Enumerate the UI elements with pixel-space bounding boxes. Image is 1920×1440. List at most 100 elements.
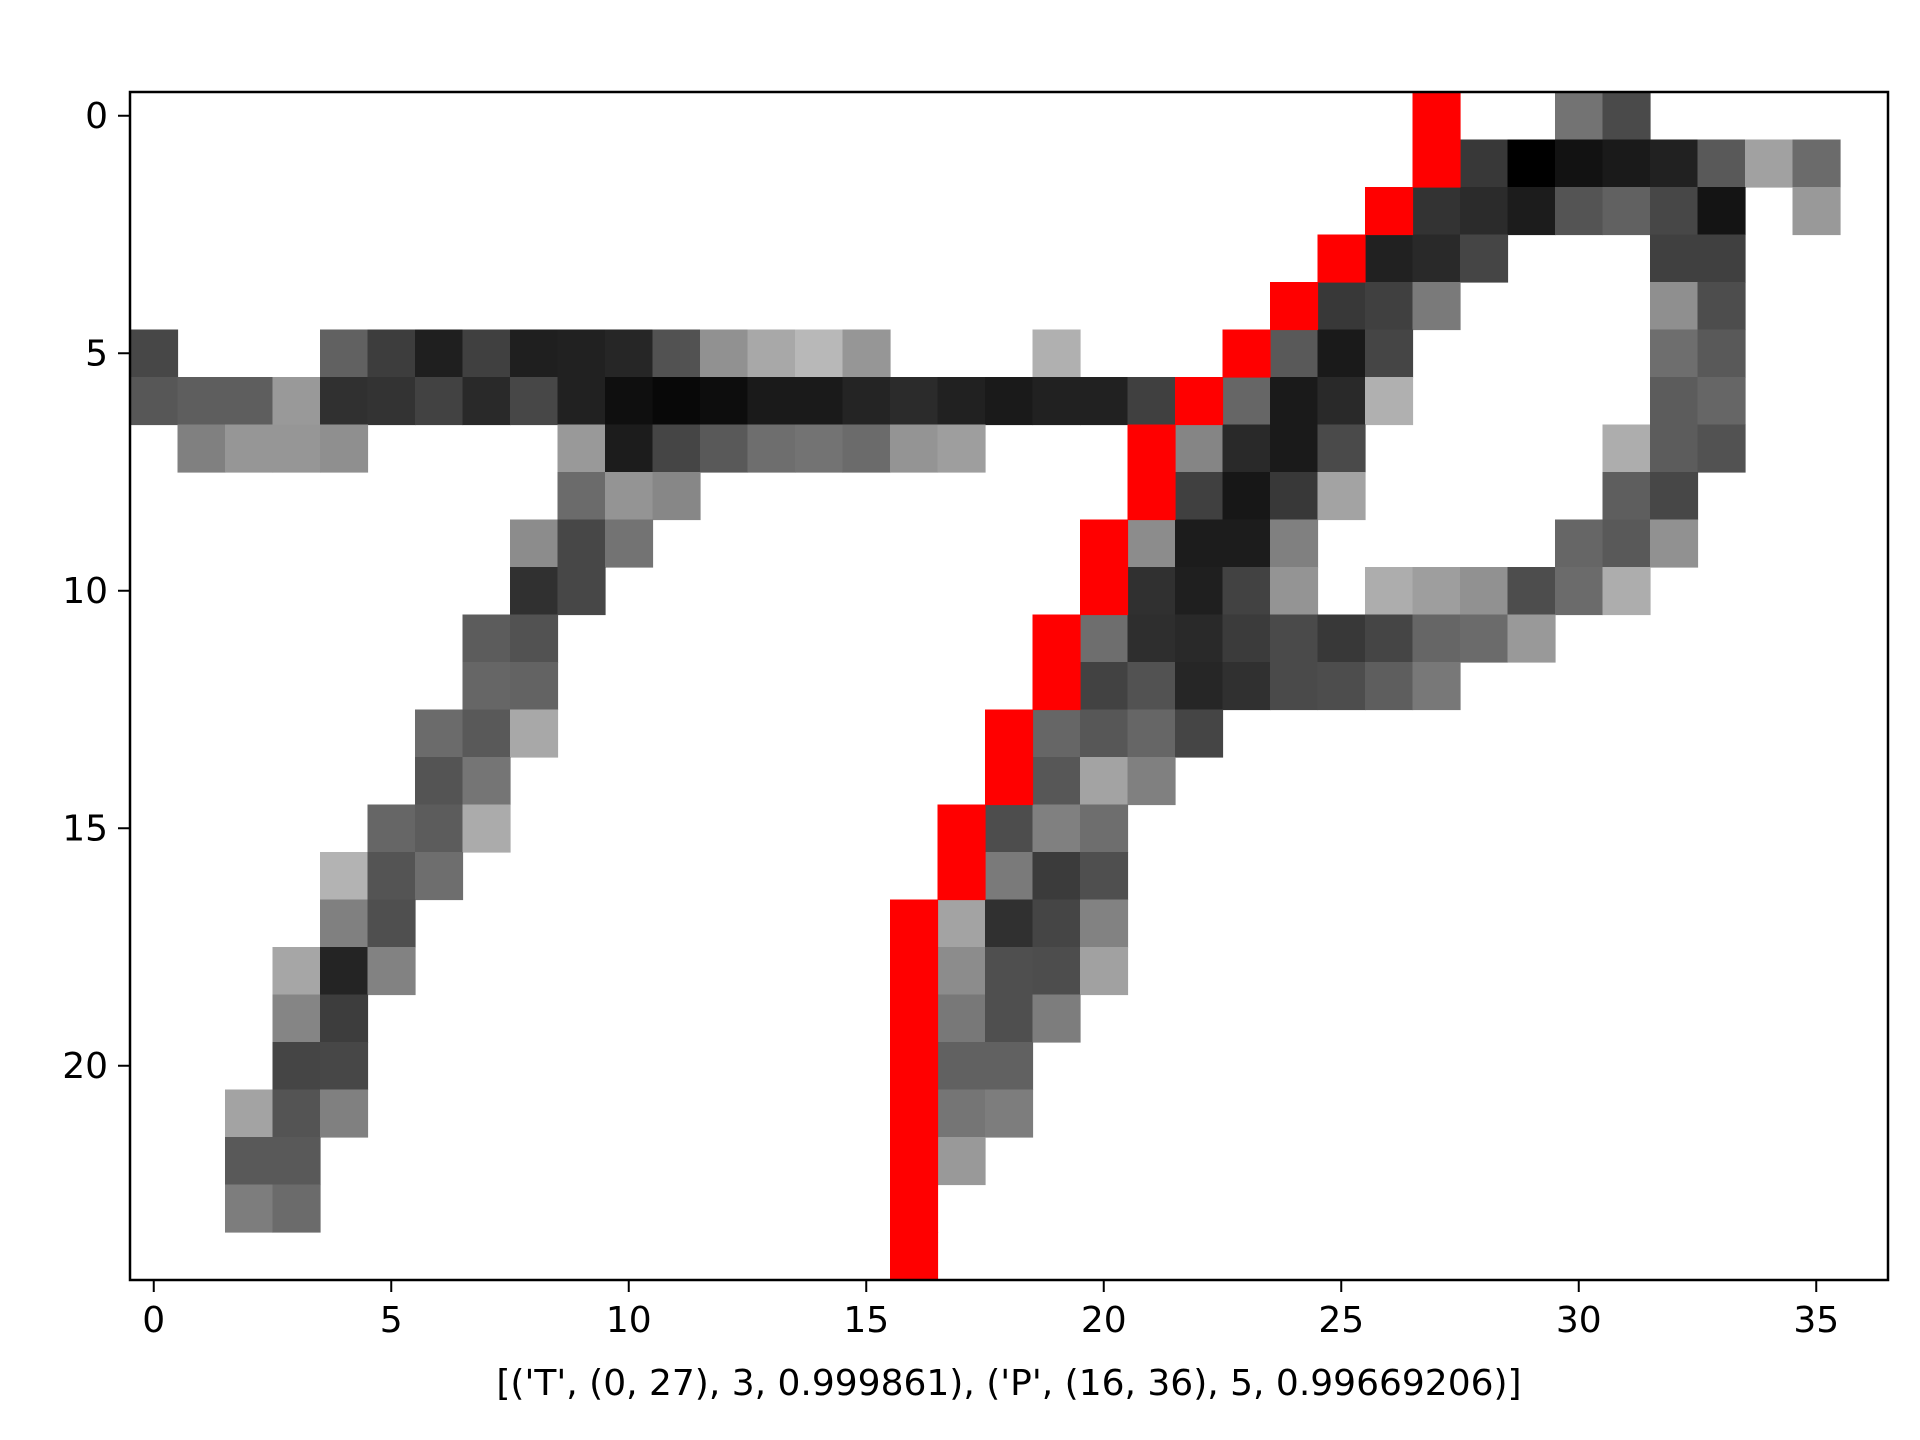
highlight-cell <box>1317 234 1366 283</box>
heatmap-cell <box>1507 614 1556 663</box>
heatmap-cell <box>1412 614 1461 663</box>
heatmap-cell <box>557 329 606 378</box>
highlight-cell <box>1127 424 1176 473</box>
heatmap-cell <box>415 329 464 378</box>
heatmap-cell <box>1127 519 1176 568</box>
heatmap-cell <box>1697 187 1746 236</box>
heatmap-cell <box>1222 377 1271 426</box>
heatmap-cell <box>1270 377 1319 426</box>
heatmap-cell <box>1745 139 1794 188</box>
heatmap-cell <box>1175 614 1224 663</box>
heatmap-cell <box>1080 947 1129 996</box>
heatmap-cell <box>510 329 559 378</box>
axes-frame <box>128 90 1890 1282</box>
highlight-cell <box>1365 187 1414 236</box>
highlight-cell <box>890 1042 939 1091</box>
heatmap-cell <box>1270 329 1319 378</box>
heatmap-cell <box>1222 662 1271 711</box>
heatmap-cell <box>1555 187 1604 236</box>
highlight-cell <box>937 804 986 853</box>
heatmap-cell <box>1317 424 1366 473</box>
heatmap-cell <box>1222 614 1271 663</box>
heatmap-cell <box>842 424 891 473</box>
x-tick-label: 5 <box>380 1300 403 1341</box>
heatmap-cell <box>415 757 464 806</box>
heatmap-cell <box>1650 472 1699 521</box>
heatmap-cell <box>1175 424 1224 473</box>
heatmap-cell <box>1127 614 1176 663</box>
heatmap-cell <box>1460 567 1509 616</box>
heatmap-cell <box>1602 424 1651 473</box>
heatmap-cell <box>415 804 464 853</box>
heatmap-cell <box>1365 282 1414 331</box>
heatmap-cell <box>605 424 654 473</box>
heatmap-cell <box>510 662 559 711</box>
heatmap-cell <box>1175 472 1224 521</box>
heatmap-cell <box>1792 139 1841 188</box>
heatmap-cell <box>557 424 606 473</box>
heatmap-cell <box>1650 424 1699 473</box>
heatmap-cell <box>1650 282 1699 331</box>
heatmap-cell <box>937 377 986 426</box>
heatmap-cell <box>937 947 986 996</box>
heatmap-cell <box>557 472 606 521</box>
heatmap-cell <box>1080 804 1129 853</box>
highlight-cell <box>890 1232 939 1281</box>
heatmap-cell <box>462 329 511 378</box>
heatmap-cell <box>1555 92 1604 141</box>
heatmap-cell <box>272 424 321 473</box>
heatmap-cell <box>1555 567 1604 616</box>
highlight-cell <box>890 1184 939 1233</box>
x-axis-ticks: 0 5 10 15 20 25 30 35 <box>142 1280 1839 1341</box>
heatmap-cell <box>652 377 701 426</box>
heatmap-cell <box>1697 234 1746 283</box>
heatmap-cell <box>937 424 986 473</box>
heatmap-cell <box>415 852 464 901</box>
heatmap-cells <box>130 92 1841 1233</box>
heatmap-cell <box>1175 662 1224 711</box>
heatmap-cell <box>1650 377 1699 426</box>
heatmap-cell <box>795 377 844 426</box>
heatmap-cell <box>320 1042 369 1091</box>
highlight-cell <box>937 852 986 901</box>
heatmap-cell <box>1412 234 1461 283</box>
heatmap-cell <box>510 709 559 758</box>
heatmap-cell <box>795 424 844 473</box>
heatmap-cell <box>1697 282 1746 331</box>
heatmap-cell <box>1365 234 1414 283</box>
y-tick-label: 20 <box>62 1046 108 1087</box>
heatmap-cell <box>985 1042 1034 1091</box>
heatmap-cell <box>367 947 416 996</box>
heatmap-cell <box>1602 92 1651 141</box>
heatmap-cell <box>1412 187 1461 236</box>
highlight-cell <box>1412 92 1461 141</box>
heatmap-cell <box>1555 519 1604 568</box>
heatmap-cell <box>985 899 1034 948</box>
heatmap-cell <box>795 329 844 378</box>
heatmap-cell <box>130 329 179 378</box>
heatmap-cell <box>1080 757 1129 806</box>
highlight-cell <box>1080 519 1129 568</box>
heatmap-cell <box>320 329 369 378</box>
heatmap-cell <box>272 1137 321 1186</box>
y-tick-label: 0 <box>85 96 108 137</box>
x-tick-label: 20 <box>1081 1300 1127 1341</box>
heatmap-cell <box>1602 519 1651 568</box>
heatmap-cell <box>1080 377 1129 426</box>
heatmap-cell <box>1222 519 1271 568</box>
heatmap-cell <box>985 947 1034 996</box>
heatmap-cell <box>1032 757 1081 806</box>
heatmap-cell <box>985 804 1034 853</box>
heatmap-cell <box>1602 139 1651 188</box>
heatmap-cell <box>320 947 369 996</box>
heatmap-cell <box>842 377 891 426</box>
heatmap-cell <box>937 1042 986 1091</box>
heatmap-cell <box>1127 757 1176 806</box>
heatmap-cell <box>557 377 606 426</box>
highlight-cell <box>890 899 939 948</box>
heatmap-cell <box>130 377 179 426</box>
x-axis-label: [('T', (0, 27), 3, 0.999861), ('P', (16,… <box>496 1363 1521 1404</box>
heatmap-cell <box>985 377 1034 426</box>
heatmap-cell <box>1365 662 1414 711</box>
highlight-cell <box>1032 614 1081 663</box>
